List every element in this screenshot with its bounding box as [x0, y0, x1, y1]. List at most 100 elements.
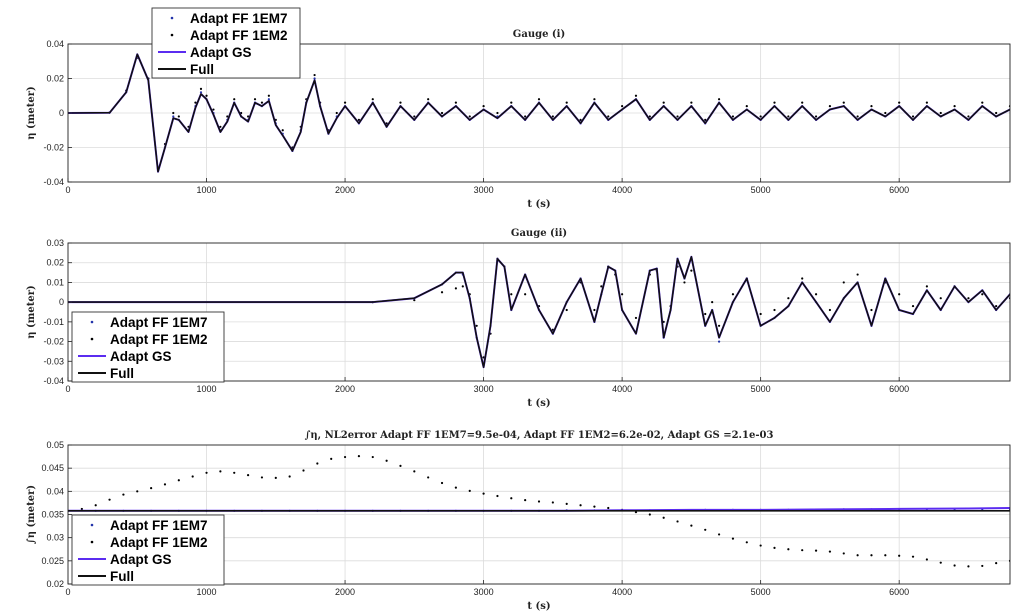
data-point: [828, 308, 832, 312]
data-point: [260, 476, 264, 479]
data-point: [814, 293, 818, 296]
y-tick-label: -0.04: [43, 376, 64, 386]
legend-box: [151, 7, 301, 79]
data-point: [496, 111, 499, 115]
x-tick-label: 3000: [474, 587, 494, 597]
data-point: [801, 549, 804, 552]
data-point: [537, 98, 541, 101]
data-point: [911, 115, 915, 118]
axes-box: [67, 242, 1011, 382]
data-point: [343, 101, 347, 104]
legend-label: Adapt GS: [110, 552, 172, 567]
data-point: [648, 115, 651, 118]
data-point: [579, 504, 582, 507]
data-point: [537, 500, 541, 503]
data-point: [981, 564, 984, 568]
chart-title: Gauge (ii): [511, 228, 567, 239]
data-point: [773, 101, 776, 104]
data-point: [773, 546, 776, 549]
data-point: [898, 293, 901, 296]
data-point: [177, 479, 180, 482]
y-tick-label: -0.02: [43, 337, 64, 347]
data-point: [302, 469, 305, 472]
data-point: [662, 101, 665, 104]
legend-label: Full: [190, 62, 214, 77]
data-point: [939, 111, 942, 115]
data-point: [621, 105, 624, 108]
chart-title: Gauge (i): [513, 29, 565, 40]
x-tick-label: 3000: [474, 185, 494, 195]
data-point: [219, 125, 222, 128]
data-point: [856, 273, 859, 276]
data-point: [205, 94, 208, 97]
data-point: [607, 506, 610, 510]
data-point: [565, 308, 568, 312]
data-point: [468, 115, 471, 118]
y-axis-label: ∫η (meter): [26, 485, 37, 544]
data-point: [773, 308, 776, 312]
x-tick-label: 1000: [197, 384, 217, 394]
data-point: [482, 492, 485, 495]
x-tick-label: 3000: [474, 384, 494, 394]
x-tick-label: 0: [65, 587, 70, 597]
y-tick-label: 0.02: [46, 258, 64, 268]
data-point: [253, 98, 257, 101]
data-point: [313, 77, 316, 80]
x-tick-label: 5000: [751, 587, 771, 597]
series-group: [68, 255, 1010, 369]
data-point: [787, 548, 790, 551]
legend: Adapt FF 1EM7 Adapt FF 1EM2 Adapt GS Full: [151, 7, 301, 79]
data-point: [496, 494, 499, 498]
data-point: [413, 470, 416, 473]
data-point: [870, 105, 873, 108]
data-point: [226, 115, 229, 118]
data-point: [995, 304, 998, 308]
data-point: [759, 115, 762, 118]
data-point: [150, 486, 153, 490]
data-point: [427, 98, 430, 101]
y-axis-label: η (meter): [26, 86, 37, 139]
y-tick-label: 0.035: [41, 510, 64, 520]
data-point: [856, 115, 859, 118]
x-tick-label: 4000: [612, 384, 632, 394]
data-point: [524, 293, 527, 296]
legend-swatch-dot: [90, 337, 94, 341]
data-point: [925, 101, 928, 104]
data-point: [313, 73, 316, 77]
data-point: [967, 297, 970, 300]
x-tick-label: 2000: [335, 185, 355, 195]
chart-panel-2: 0 1000 2000 3000 4000 5000 6000 -0.04 -0.03 -0.02…: [26, 228, 1011, 409]
data-point: [233, 471, 236, 474]
y-tick-label: 0.04: [46, 486, 64, 496]
data-point: [482, 105, 485, 108]
data-point: [814, 549, 818, 552]
data-point: [281, 129, 284, 132]
legend-label: Full: [110, 366, 134, 381]
y-tick-label: -0.04: [43, 177, 64, 187]
data-point: [510, 293, 513, 296]
data-point: [468, 489, 471, 492]
legend-swatch-dot: [170, 33, 174, 37]
legend-label: Adapt FF 1EM7: [110, 315, 208, 330]
data-point: [94, 504, 97, 507]
legend: Adapt FF 1EM7 Adapt FF 1EM2 Adapt GS Full: [71, 311, 225, 383]
data-point: [828, 550, 832, 553]
data-point: [565, 502, 568, 505]
legend-swatch-dot: [90, 320, 94, 324]
y-tick-label: 0.05: [46, 440, 64, 450]
data-point: [745, 105, 748, 108]
data-point: [413, 115, 416, 118]
x-tick-label: 6000: [889, 384, 909, 394]
data-point: [676, 520, 679, 523]
data-point: [371, 98, 374, 101]
y-axis-label: η (meter): [26, 285, 37, 338]
data-point: [510, 497, 513, 500]
data-point: [634, 316, 638, 320]
data-point: [898, 101, 901, 104]
data-point: [194, 101, 197, 104]
y-tick-label: 0.025: [41, 556, 64, 566]
data-point: [440, 111, 444, 115]
y-tick-label: 0: [59, 297, 64, 307]
data-point: [524, 499, 527, 502]
